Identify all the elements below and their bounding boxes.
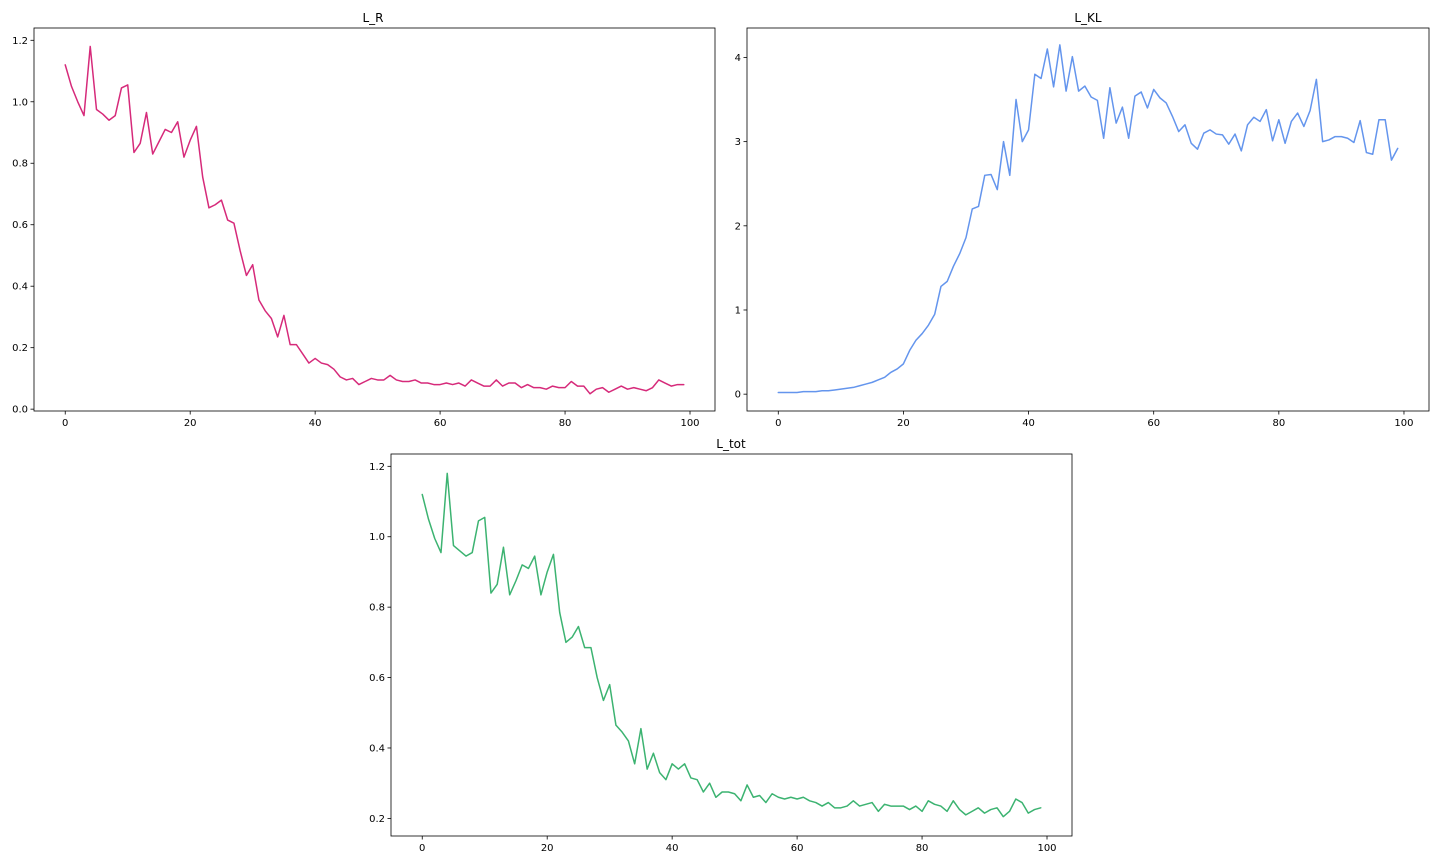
x-tick-label: 60 — [1147, 418, 1160, 429]
x-tick-label: 100 — [1037, 843, 1056, 854]
series-line — [777, 44, 1399, 394]
x-tick-label: 0 — [419, 843, 425, 854]
x-tick-label: 20 — [541, 843, 554, 854]
x-tick-label: 40 — [309, 418, 322, 429]
axes-frame — [390, 453, 1073, 837]
y-tick-label: 2 — [735, 221, 741, 232]
x-tick-label: 80 — [559, 418, 572, 429]
x-tick-label: 100 — [1394, 418, 1413, 429]
y-tick-label: 3 — [735, 137, 741, 148]
y-tick-label: 1 — [735, 305, 741, 316]
subplot-l-kl: L_KL 0 20 40 60 80 100 0 1 2 3 4 — [735, 11, 1430, 429]
x-tick-label: 0 — [775, 418, 781, 429]
y-tick-label: 0.4 — [369, 743, 385, 754]
subplot-title: L_tot — [716, 437, 746, 451]
x-tick-label: 20 — [184, 418, 197, 429]
x-tick-label: 40 — [1022, 418, 1035, 429]
axes-frame — [746, 27, 1430, 412]
y-tick-label: 0.2 — [369, 814, 385, 825]
axes-frame — [33, 27, 716, 412]
y-tick-label: 0.4 — [12, 282, 28, 293]
y-tick-label: 4 — [735, 53, 741, 64]
y-tick-label: 0.6 — [12, 220, 28, 231]
y-tick-label: 0.0 — [12, 405, 28, 416]
series-line — [421, 472, 1042, 818]
y-tick-label: 1.2 — [12, 36, 28, 47]
y-tick-label: 1.2 — [369, 462, 385, 473]
x-tick-label: 20 — [897, 418, 910, 429]
x-tick-label: 60 — [434, 418, 447, 429]
y-tick-label: 0 — [735, 390, 741, 401]
subplot-title: L_R — [362, 11, 383, 25]
x-tick-label: 80 — [916, 843, 929, 854]
plot-area: 0 20 40 60 80 100 0 1 2 3 4 — [735, 27, 1430, 429]
x-tick-label: 0 — [62, 418, 68, 429]
y-tick-label: 0.8 — [369, 603, 385, 614]
x-tick-label: 60 — [791, 843, 804, 854]
subplot-l-r: L_R 0 20 40 60 80 100 0.0 0.2 0.4 0.6 0.8 1.0 1.2 — [12, 11, 716, 429]
y-tick-label: 1.0 — [12, 97, 28, 108]
x-tick-label: 40 — [666, 843, 679, 854]
subplot-l-tot: L_tot 0 20 40 60 80 100 0.2 0.4 0.6 0.8 1.0 1.2 — [369, 437, 1073, 854]
plot-area: 0 20 40 60 80 100 0.2 0.4 0.6 0.8 1.0 1.2 — [369, 453, 1073, 854]
x-tick-label: 80 — [1272, 418, 1285, 429]
y-tick-label: 0.6 — [369, 673, 385, 684]
subplot-title: L_KL — [1074, 11, 1102, 25]
x-tick-label: 100 — [680, 418, 699, 429]
series-line — [64, 45, 685, 395]
y-tick-label: 0.2 — [12, 343, 28, 354]
y-tick-label: 0.8 — [12, 159, 28, 170]
y-tick-label: 1.0 — [369, 532, 385, 543]
plot-area: 0 20 40 60 80 100 0.0 0.2 0.4 0.6 0.8 1.0 1.2 — [12, 27, 716, 429]
